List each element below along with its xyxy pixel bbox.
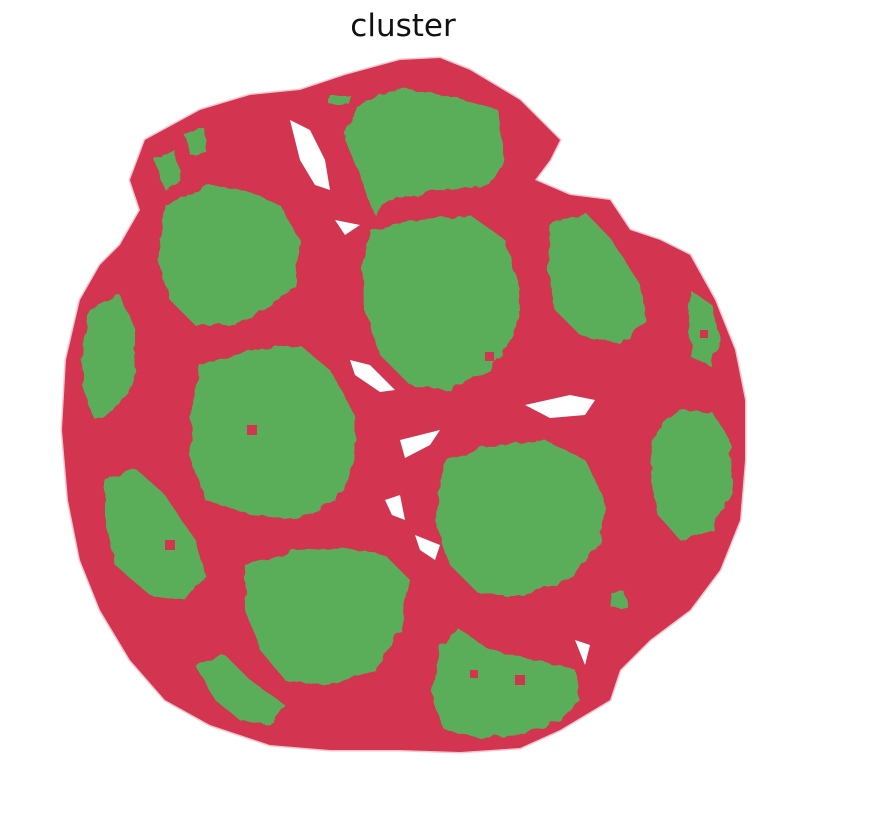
spot bbox=[158, 185, 300, 325]
spot bbox=[190, 345, 355, 520]
spot bbox=[155, 150, 180, 190]
spot bbox=[245, 548, 410, 685]
plot-title: cluster bbox=[350, 8, 456, 44]
spot bbox=[610, 592, 628, 608]
spot bbox=[362, 215, 520, 390]
spot-specks bbox=[165, 330, 708, 685]
spot bbox=[435, 440, 605, 595]
spot bbox=[688, 290, 720, 365]
spot bbox=[548, 212, 645, 345]
spot bbox=[185, 128, 205, 155]
spot bbox=[330, 95, 350, 105]
spot bbox=[432, 630, 580, 738]
spot bbox=[82, 295, 135, 420]
tissue-gaps bbox=[290, 120, 595, 665]
spot bbox=[345, 88, 505, 215]
cluster-spots bbox=[82, 88, 732, 738]
spot bbox=[650, 410, 732, 540]
spot bbox=[195, 655, 285, 725]
spot bbox=[105, 468, 205, 600]
